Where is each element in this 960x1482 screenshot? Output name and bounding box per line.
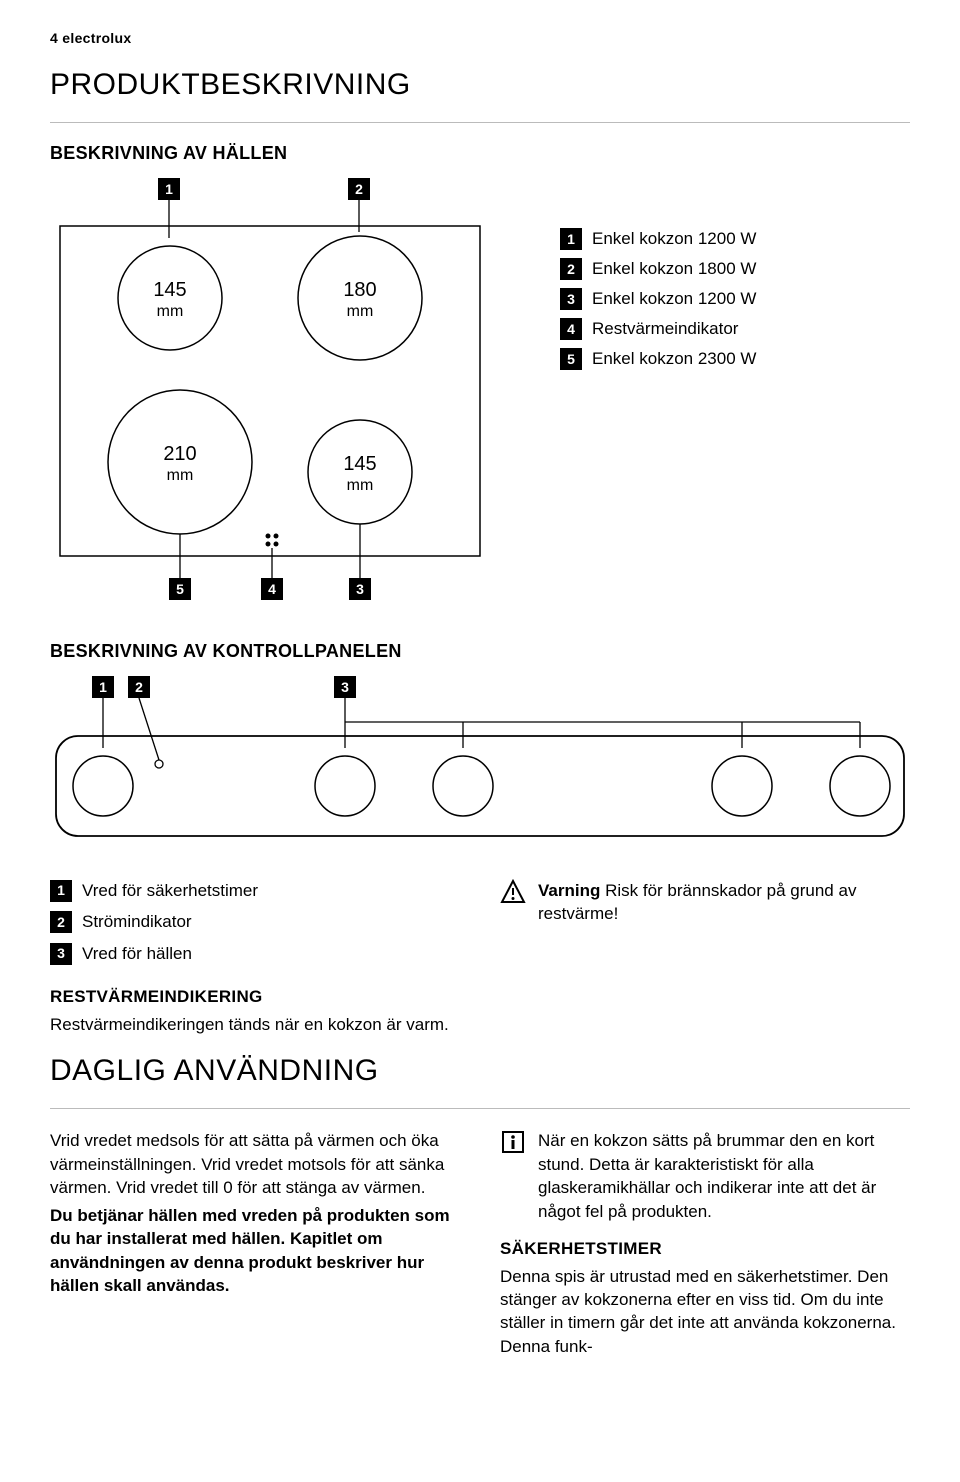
safety-text: Denna spis är utrustad med en säkerhetst… xyxy=(500,1265,910,1359)
daily-columns: Vrid vredet medsols för att sätta på vär… xyxy=(50,1129,910,1362)
legend-row: 2 Enkel kokzon 1800 W xyxy=(560,258,910,280)
hob-diagram: 1 2 145 mm 180 mm 210 mm 1 xyxy=(50,178,520,613)
legend-num: 1 xyxy=(50,880,72,902)
legend-row: 1 Vred för säkerhetstimer xyxy=(50,879,460,902)
page-title: PRODUKTBESKRIVNING xyxy=(50,68,910,102)
svg-text:2: 2 xyxy=(135,679,143,695)
legend-num: 3 xyxy=(560,288,582,310)
legend-num: 3 xyxy=(50,943,72,965)
legend-row: 5 Enkel kokzon 2300 W xyxy=(560,348,910,370)
legend-row: 3 Vred för hällen xyxy=(50,942,460,965)
svg-text:mm: mm xyxy=(347,477,374,494)
legend-label: Vred för säkerhetstimer xyxy=(82,879,258,902)
legend-row: 4 Restvärmeindikator xyxy=(560,318,910,340)
legend-label: Strömindikator xyxy=(82,910,192,933)
svg-text:3: 3 xyxy=(341,679,349,695)
legend-label: Enkel kokzon 2300 W xyxy=(592,349,756,369)
safety-heading: SÄKERHETSTIMER xyxy=(500,1237,910,1260)
svg-text:1: 1 xyxy=(165,181,173,197)
svg-text:mm: mm xyxy=(167,467,194,484)
daily-heading: DAGLIG ANVÄNDNING xyxy=(50,1054,910,1088)
info-text: När en kokzon sätts på brummar den en ko… xyxy=(538,1129,910,1223)
svg-text:3: 3 xyxy=(356,581,364,597)
svg-text:mm: mm xyxy=(347,303,374,320)
daily-left: Vrid vredet medsols för att sätta på vär… xyxy=(50,1129,460,1362)
panel-heading: BESKRIVNING AV KONTROLLPANELEN xyxy=(50,641,910,662)
legend-label: Enkel kokzon 1800 W xyxy=(592,259,756,279)
legend-label: Restvärmeindikator xyxy=(592,319,738,339)
panel-svg: 1 2 3 xyxy=(50,676,910,846)
brand-name: electrolux xyxy=(62,30,131,46)
control-panel-diagram: 1 2 3 xyxy=(50,676,910,851)
left-column: 1 Vred för säkerhetstimer 2 Strömindikat… xyxy=(50,879,460,1040)
panel-bottom-columns: 1 Vred för säkerhetstimer 2 Strömindikat… xyxy=(50,879,910,1040)
svg-text:210: 210 xyxy=(163,443,196,465)
legend-num: 2 xyxy=(560,258,582,280)
daily-right: När en kokzon sätts på brummar den en ko… xyxy=(500,1129,910,1362)
legend-row: 3 Enkel kokzon 1200 W xyxy=(560,288,910,310)
divider xyxy=(50,122,910,123)
warning-block: Varning Risk för brännskador på grund av… xyxy=(500,879,910,926)
residual-text: Restvärmeindikeringen tänds när en kokzo… xyxy=(50,1013,460,1036)
svg-text:180: 180 xyxy=(343,279,376,301)
legend-label: Enkel kokzon 1200 W xyxy=(592,289,756,309)
page-header: 4 electrolux xyxy=(50,30,910,46)
warning-bold: Varning xyxy=(538,881,600,900)
legend-label: Enkel kokzon 1200 W xyxy=(592,229,756,249)
svg-text:1: 1 xyxy=(99,679,107,695)
right-column: Varning Risk för brännskador på grund av… xyxy=(500,879,910,1040)
daily-left-p2: Du betjänar hällen med vreden på produkt… xyxy=(50,1204,460,1298)
legend-label: Vred för hällen xyxy=(82,942,192,965)
page-number: 4 xyxy=(50,30,58,46)
legend-num: 2 xyxy=(50,911,72,933)
daily-left-p1: Vrid vredet medsols för att sätta på vär… xyxy=(50,1129,460,1199)
residual-heading: RESTVÄRMEINDIKERING xyxy=(50,985,460,1008)
svg-text:4: 4 xyxy=(268,581,276,597)
legend-num: 1 xyxy=(560,228,582,250)
legend-row: 1 Enkel kokzon 1200 W xyxy=(560,228,910,250)
hob-legend: 1 Enkel kokzon 1200 W 2 Enkel kokzon 180… xyxy=(560,178,910,370)
cooktop-diagram-column: 1 2 145 mm 180 mm 210 mm 1 xyxy=(50,178,520,613)
info-block: När en kokzon sätts på brummar den en ko… xyxy=(500,1129,910,1223)
warning-icon xyxy=(500,879,528,911)
svg-text:2: 2 xyxy=(355,181,363,197)
svg-text:145: 145 xyxy=(153,279,186,301)
info-icon xyxy=(500,1129,528,1161)
svg-text:145: 145 xyxy=(343,453,376,475)
cooktop-section: 1 2 145 mm 180 mm 210 mm 1 xyxy=(50,178,910,613)
svg-text:mm: mm xyxy=(157,303,184,320)
divider xyxy=(50,1108,910,1109)
hob-heading: BESKRIVNING AV HÄLLEN xyxy=(50,143,910,164)
hob-svg: 1 2 145 mm 180 mm 210 mm 1 xyxy=(50,178,500,608)
svg-text:5: 5 xyxy=(176,581,184,597)
warning-text: Varning Risk för brännskador på grund av… xyxy=(538,879,910,926)
legend-num: 5 xyxy=(560,348,582,370)
legend-row: 2 Strömindikator xyxy=(50,910,460,933)
legend-num: 4 xyxy=(560,318,582,340)
